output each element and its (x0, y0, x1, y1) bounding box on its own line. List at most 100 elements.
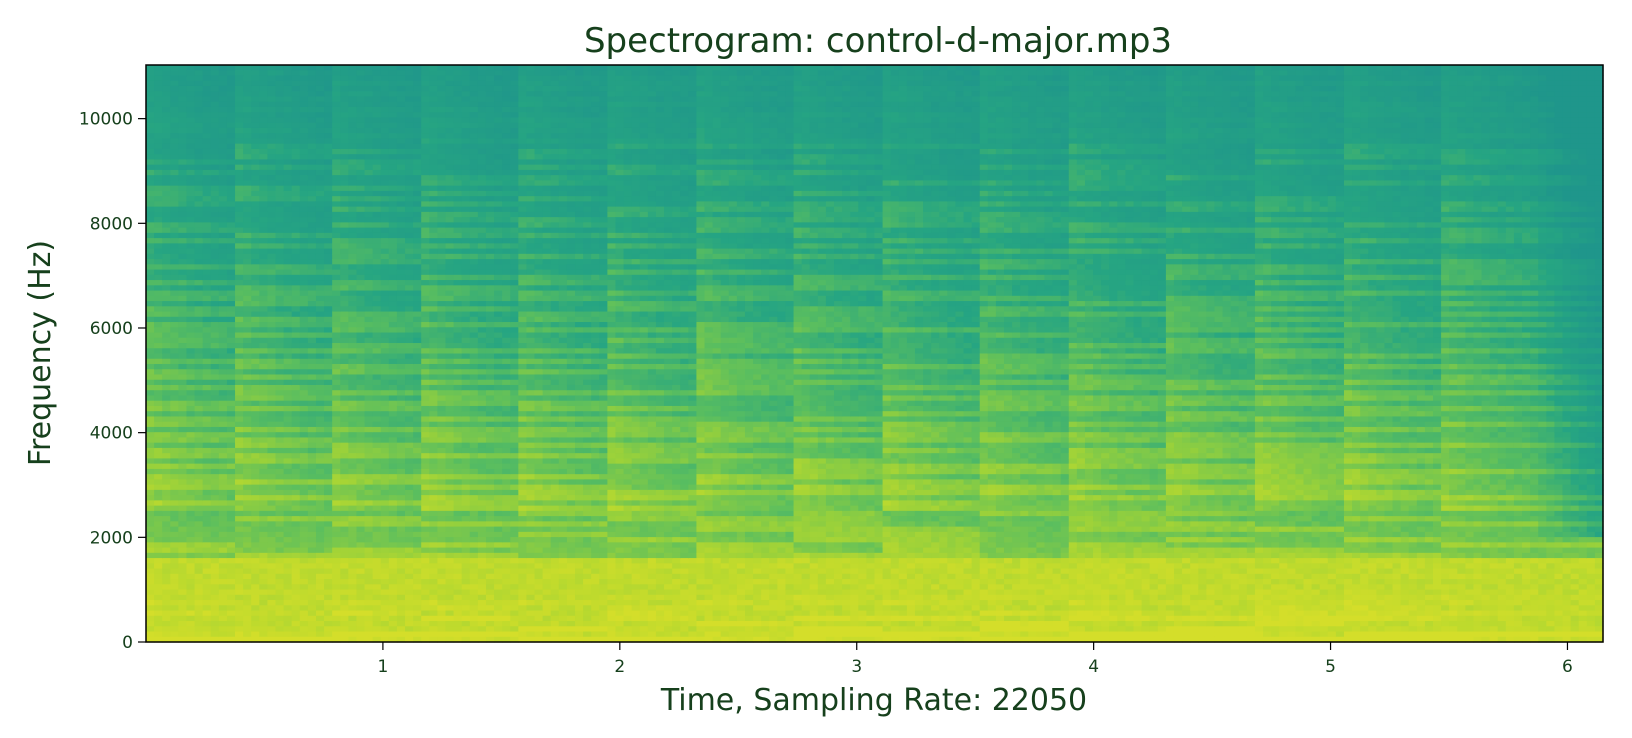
spectrogram-cell (226, 343, 236, 349)
spectrogram-cell (421, 248, 430, 255)
spectrogram-cell (194, 537, 204, 543)
spectrogram-cell (170, 269, 179, 276)
spectrogram-cell (502, 196, 511, 202)
spectrogram-cell (299, 243, 309, 250)
spectrogram-cell (307, 621, 317, 627)
spectrogram-cell (510, 295, 519, 302)
spectrogram-cell (299, 106, 309, 113)
spectrogram-cell (307, 463, 317, 470)
spectrogram-cell (405, 552, 414, 559)
spectrogram-cell (307, 206, 317, 213)
spectrogram-cell (299, 463, 309, 470)
spectrogram-cell (259, 463, 269, 470)
spectrogram-cell (429, 605, 438, 612)
spectrogram-cell (502, 143, 511, 150)
spectrogram-cell (194, 280, 204, 286)
spectrogram-cell (154, 453, 163, 460)
spectrogram-cell (267, 353, 277, 360)
spectrogram-cell (202, 589, 212, 596)
spectrogram-cell (154, 489, 163, 496)
spectrogram-cell (275, 384, 285, 391)
spectrogram-cell (429, 474, 438, 480)
spectrogram-cell (275, 117, 285, 124)
spectrogram-cell (485, 327, 495, 334)
spectrogram-cell (202, 217, 212, 223)
spectrogram-cell (340, 589, 349, 596)
spectrogram-cell (226, 594, 236, 601)
spectrogram-cell (154, 369, 163, 376)
spectrogram-cell (502, 227, 511, 234)
spectrogram-cell (396, 442, 406, 449)
spectrogram-cell (477, 206, 487, 213)
spectrogram-cell (340, 631, 349, 638)
spectrogram-cell (291, 301, 301, 307)
spectrogram-cell (332, 353, 341, 360)
spectrogram-cell (243, 217, 252, 223)
spectrogram-cell (461, 621, 471, 627)
spectrogram-cell (275, 316, 285, 323)
spectrogram-cell (291, 479, 301, 486)
spectrogram-cell (178, 537, 188, 543)
spectrogram-cell (226, 390, 236, 397)
spectrogram-cell (461, 280, 471, 286)
spectrogram-cell (307, 337, 317, 344)
spectrogram-cell (202, 85, 212, 92)
spectrogram-cell (162, 516, 171, 522)
spectrogram-cell (413, 154, 422, 161)
spectrogram-cell (445, 621, 455, 627)
spectrogram-cell (226, 222, 236, 229)
spectrogram-cell (413, 631, 422, 638)
spectrogram-cell (461, 405, 471, 412)
spectrogram-cell (405, 143, 414, 150)
spectrogram-cell (315, 248, 325, 255)
spectrogram-cell (307, 75, 317, 82)
spectrogram-cell (485, 468, 495, 475)
spectrogram-cell (445, 238, 455, 244)
spectrogram-cell (315, 579, 325, 585)
spectrogram-cell (315, 337, 325, 344)
spectrogram-cell (251, 369, 260, 376)
spectrogram-cell (210, 201, 220, 208)
spectrogram-cell (485, 85, 495, 92)
spectrogram-cell (299, 516, 309, 522)
spectrogram-cell (307, 390, 317, 397)
spectrogram-cell (299, 458, 309, 465)
spectrogram-cell (461, 91, 471, 98)
spectrogram-cell (332, 159, 341, 166)
spectrogram-cell (307, 416, 317, 423)
spectrogram-cell (340, 175, 349, 181)
spectrogram-cell (170, 238, 179, 244)
spectrogram-cell (429, 516, 438, 522)
spectrogram-cell (429, 416, 438, 423)
spectrogram-cell (502, 190, 511, 197)
spectrogram-cell (251, 479, 260, 486)
spectrogram-cell (267, 175, 277, 181)
spectrogram-cell (267, 348, 277, 355)
spectrogram-cell (259, 621, 269, 627)
spectrogram-cell (178, 327, 188, 334)
spectrogram-cell (291, 400, 301, 407)
spectrogram-cell (259, 542, 269, 549)
spectrogram-cell (388, 112, 398, 119)
spectrogram-cell (340, 75, 349, 82)
spectrogram-cell (461, 201, 471, 208)
spectrogram-cell (372, 505, 382, 512)
spectrogram-cell (332, 222, 341, 229)
spectrogram-cell (275, 363, 285, 370)
spectrogram-cell (315, 426, 325, 433)
spectrogram-cell (291, 122, 301, 129)
spectrogram-cell (421, 537, 430, 543)
spectrogram-cell (332, 196, 341, 202)
spectrogram-cell (315, 468, 325, 475)
spectrogram-cell (461, 243, 471, 250)
spectrogram-cell (154, 605, 163, 612)
spectrogram-cell (388, 563, 398, 570)
spectrogram-cell (307, 510, 317, 517)
spectrogram-cell (324, 301, 333, 307)
spectrogram-cell (405, 610, 414, 617)
spectrogram-cell (477, 411, 487, 418)
spectrogram-cell (421, 327, 430, 334)
spectrogram-cell (445, 316, 455, 323)
spectrogram-cell (146, 316, 155, 323)
spectrogram-cell (291, 600, 301, 606)
